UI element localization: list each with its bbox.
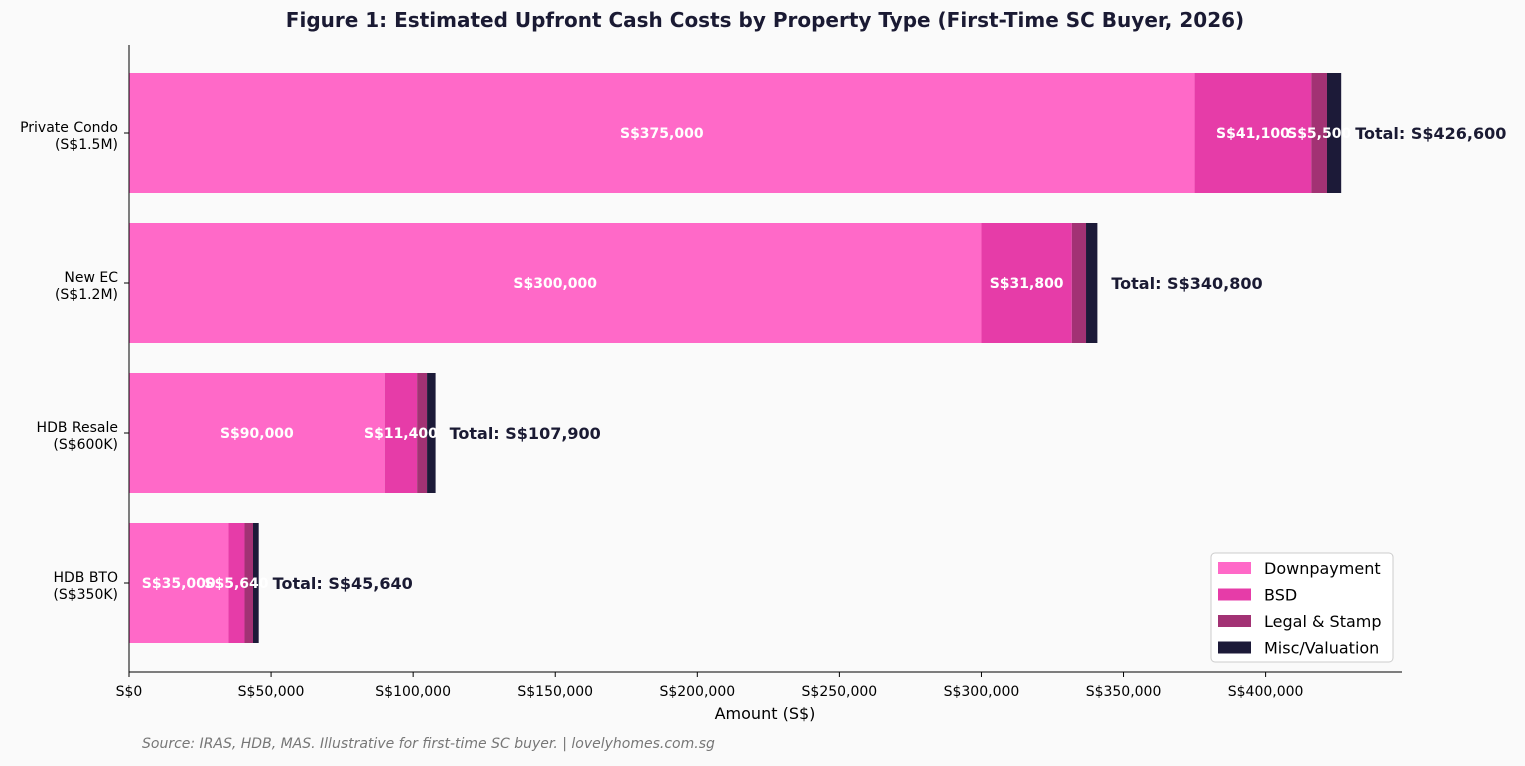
x-axis-label: Amount (S$) bbox=[715, 704, 816, 723]
bar-segment bbox=[427, 373, 436, 493]
total-label: Total: S$340,800 bbox=[1111, 274, 1262, 293]
bar-segment bbox=[417, 373, 428, 493]
x-tick-label: S$100,000 bbox=[375, 684, 451, 700]
category-label: New EC bbox=[64, 270, 118, 286]
bars-layer bbox=[129, 73, 1342, 643]
bar-segment bbox=[228, 523, 245, 643]
x-tick-label: S$300,000 bbox=[944, 684, 1020, 700]
bar-segment bbox=[384, 373, 418, 493]
x-tick-label: S$50,000 bbox=[238, 684, 305, 700]
bar-segment bbox=[1194, 73, 1312, 193]
x-tick-label: S$150,000 bbox=[517, 684, 593, 700]
bar-segment bbox=[1071, 223, 1087, 343]
x-tick-label: S$200,000 bbox=[659, 684, 735, 700]
legend-entry: Misc/Valuation bbox=[1264, 639, 1379, 658]
y-ticks-layer: Private Condo(S$1.5M) New EC(S$1.2M) HDB R… bbox=[20, 120, 129, 603]
total-label: Total: S$426,600 bbox=[1355, 124, 1506, 143]
bar-segment bbox=[129, 73, 1195, 193]
x-tick-label: S$350,000 bbox=[1086, 684, 1162, 700]
category-label: Private Condo bbox=[20, 120, 118, 136]
category-label: HDB BTO bbox=[53, 570, 118, 586]
total-label: Total: S$107,900 bbox=[450, 424, 601, 443]
source-note: Source: IRAS, HDB, MAS. Illustrative for… bbox=[142, 736, 715, 752]
legend-swatch bbox=[1218, 641, 1251, 654]
bar-segment bbox=[129, 223, 982, 343]
bar-segment bbox=[981, 223, 1072, 343]
bar-segment bbox=[1311, 73, 1327, 193]
category-label: (S$1.5M) bbox=[55, 137, 118, 153]
x-tick-label: S$250,000 bbox=[802, 684, 878, 700]
legend-entry: Downpayment bbox=[1264, 559, 1381, 578]
bar-segment bbox=[1326, 73, 1342, 193]
category-label: (S$350K) bbox=[53, 587, 118, 603]
segment-value-label: S$375,000 bbox=[620, 126, 704, 142]
category-label: HDB Resale bbox=[37, 420, 118, 436]
bar-segment bbox=[244, 523, 254, 643]
segment-value-label: S$35,000 bbox=[142, 576, 216, 592]
segment-value-label: S$31,800 bbox=[990, 276, 1064, 292]
total-label: Total: S$45,640 bbox=[273, 574, 413, 593]
x-tick-label: S$0 bbox=[116, 684, 143, 700]
legend-entry: BSD bbox=[1264, 586, 1297, 605]
legend-swatch bbox=[1218, 615, 1251, 627]
segment-value-label: S$90,000 bbox=[220, 426, 294, 442]
segment-value-label: S$300,000 bbox=[513, 276, 597, 292]
segment-value-label: S$5,500 bbox=[1287, 126, 1351, 142]
chart-title: Figure 1: Estimated Upfront Cash Costs b… bbox=[286, 8, 1244, 32]
category-label: (S$600K) bbox=[53, 437, 118, 453]
segment-value-label: S$41,100 bbox=[1216, 126, 1290, 142]
x-tick-label: S$400,000 bbox=[1228, 684, 1304, 700]
segment-value-label: S$11,400 bbox=[364, 426, 438, 442]
legend: Downpayment BSD Legal & Stamp Misc/Valuatio… bbox=[1210, 552, 1394, 663]
legend-entry: Legal & Stamp bbox=[1264, 612, 1382, 631]
bar-segment bbox=[1086, 223, 1098, 343]
bar-segment bbox=[129, 523, 229, 643]
legend-swatch bbox=[1218, 562, 1251, 574]
x-ticks-layer: S$0 S$50,000 S$100,000 S$150,000 S$200,000 S$… bbox=[116, 672, 1304, 700]
legend-swatch bbox=[1218, 588, 1251, 601]
axes-layer bbox=[128, 45, 1402, 673]
total-labels-layer: Total: S$426,600 Total: S$340,800 Total: S… bbox=[273, 124, 1507, 593]
bar-segment bbox=[129, 373, 385, 493]
segment-value-label: S$5,640 bbox=[204, 576, 268, 592]
category-label: (S$1.2M) bbox=[55, 287, 118, 303]
legend-frame bbox=[1210, 552, 1394, 663]
bar-segment bbox=[253, 523, 259, 643]
